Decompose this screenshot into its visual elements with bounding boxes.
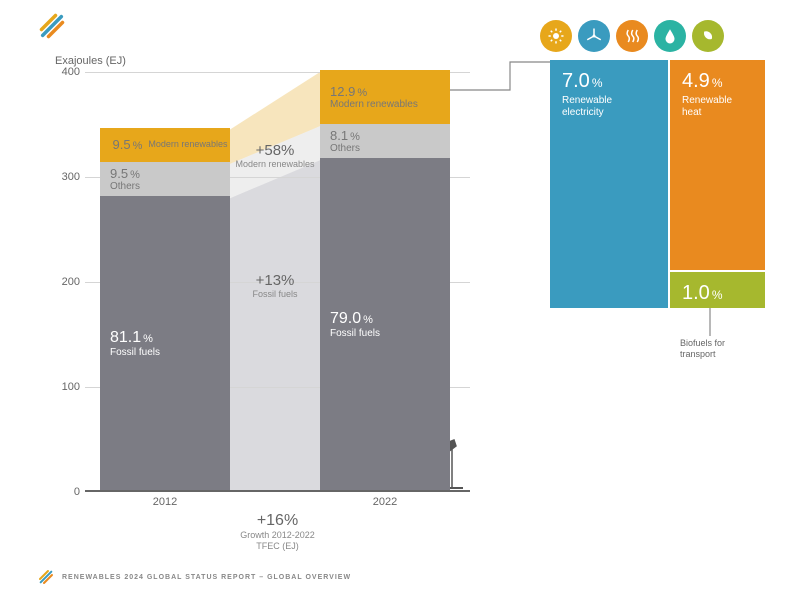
bar-2022: 12.9%Modern renewables8.1%Others79.0%Fos…	[320, 70, 450, 490]
segment-fossil: 79.0%Fossil fuels	[320, 158, 450, 490]
leader-line-biofuel	[700, 308, 720, 338]
growth-label-fossil: +13%Fossil fuels	[215, 272, 335, 299]
heat-icon	[616, 20, 648, 52]
breakdown-box-elec: 7.0%Renewableelectricity	[550, 60, 668, 308]
segment-renewables: 12.9%Modern renewables	[320, 70, 450, 124]
x-tick-label: 2022	[373, 496, 397, 508]
plot-area: +16% Growth 2012-2022 TFEC (EJ) 01002003…	[85, 72, 470, 492]
segment-others: 9.5%Others	[100, 162, 230, 196]
ren21-logo-small	[38, 569, 54, 585]
bio-icon	[692, 20, 724, 52]
leader-line-main	[450, 60, 550, 110]
footer: RENEWABLES 2024 GLOBAL STATUS REPORT – G…	[38, 569, 351, 585]
breakdown-box-heat: 4.9%Renewableheat	[670, 60, 765, 270]
renewables-icon-row	[540, 20, 724, 52]
footer-text: RENEWABLES 2024 GLOBAL STATUS REPORT – G…	[62, 574, 351, 581]
sun-icon	[540, 20, 572, 52]
wind-icon	[578, 20, 610, 52]
biofuel-label: Biofuels for transport	[680, 338, 750, 360]
segment-label: Others	[110, 181, 230, 192]
segment-others: 8.1%Others	[320, 124, 450, 158]
renewables-breakdown: 1.0%4.9%Renewableheat7.0%Renewableelectr…	[550, 60, 765, 370]
stacked-bar-chart: +16% Growth 2012-2022 TFEC (EJ) 01002003…	[55, 72, 470, 492]
segment-label: Fossil fuels	[110, 347, 230, 358]
segment-label: Modern renewables	[330, 99, 450, 110]
growth-label-renewables: +58%Modern renewables	[215, 142, 335, 169]
segment-label: Others	[330, 143, 450, 154]
segment-renewables: 9.5%Modern renewables	[100, 128, 230, 162]
y-tick-label: 100	[50, 381, 80, 393]
bar-2012: 9.5%Modern renewables9.5%Others81.1%Foss…	[100, 128, 230, 490]
breakdown-box-biofuel: 1.0%	[670, 272, 765, 308]
x-tick-label: 2012	[153, 496, 177, 508]
segment-label: Fossil fuels	[330, 328, 450, 339]
drop-icon	[654, 20, 686, 52]
y-tick-label: 300	[50, 171, 80, 183]
segment-fossil: 81.1%Fossil fuels	[100, 196, 230, 490]
total-growth-label: +16% Growth 2012-2022 TFEC (EJ)	[240, 512, 315, 552]
y-tick-label: 400	[50, 66, 80, 78]
y-tick-label: 200	[50, 276, 80, 288]
ren21-logo	[38, 12, 66, 40]
y-tick-label: 0	[50, 486, 80, 498]
